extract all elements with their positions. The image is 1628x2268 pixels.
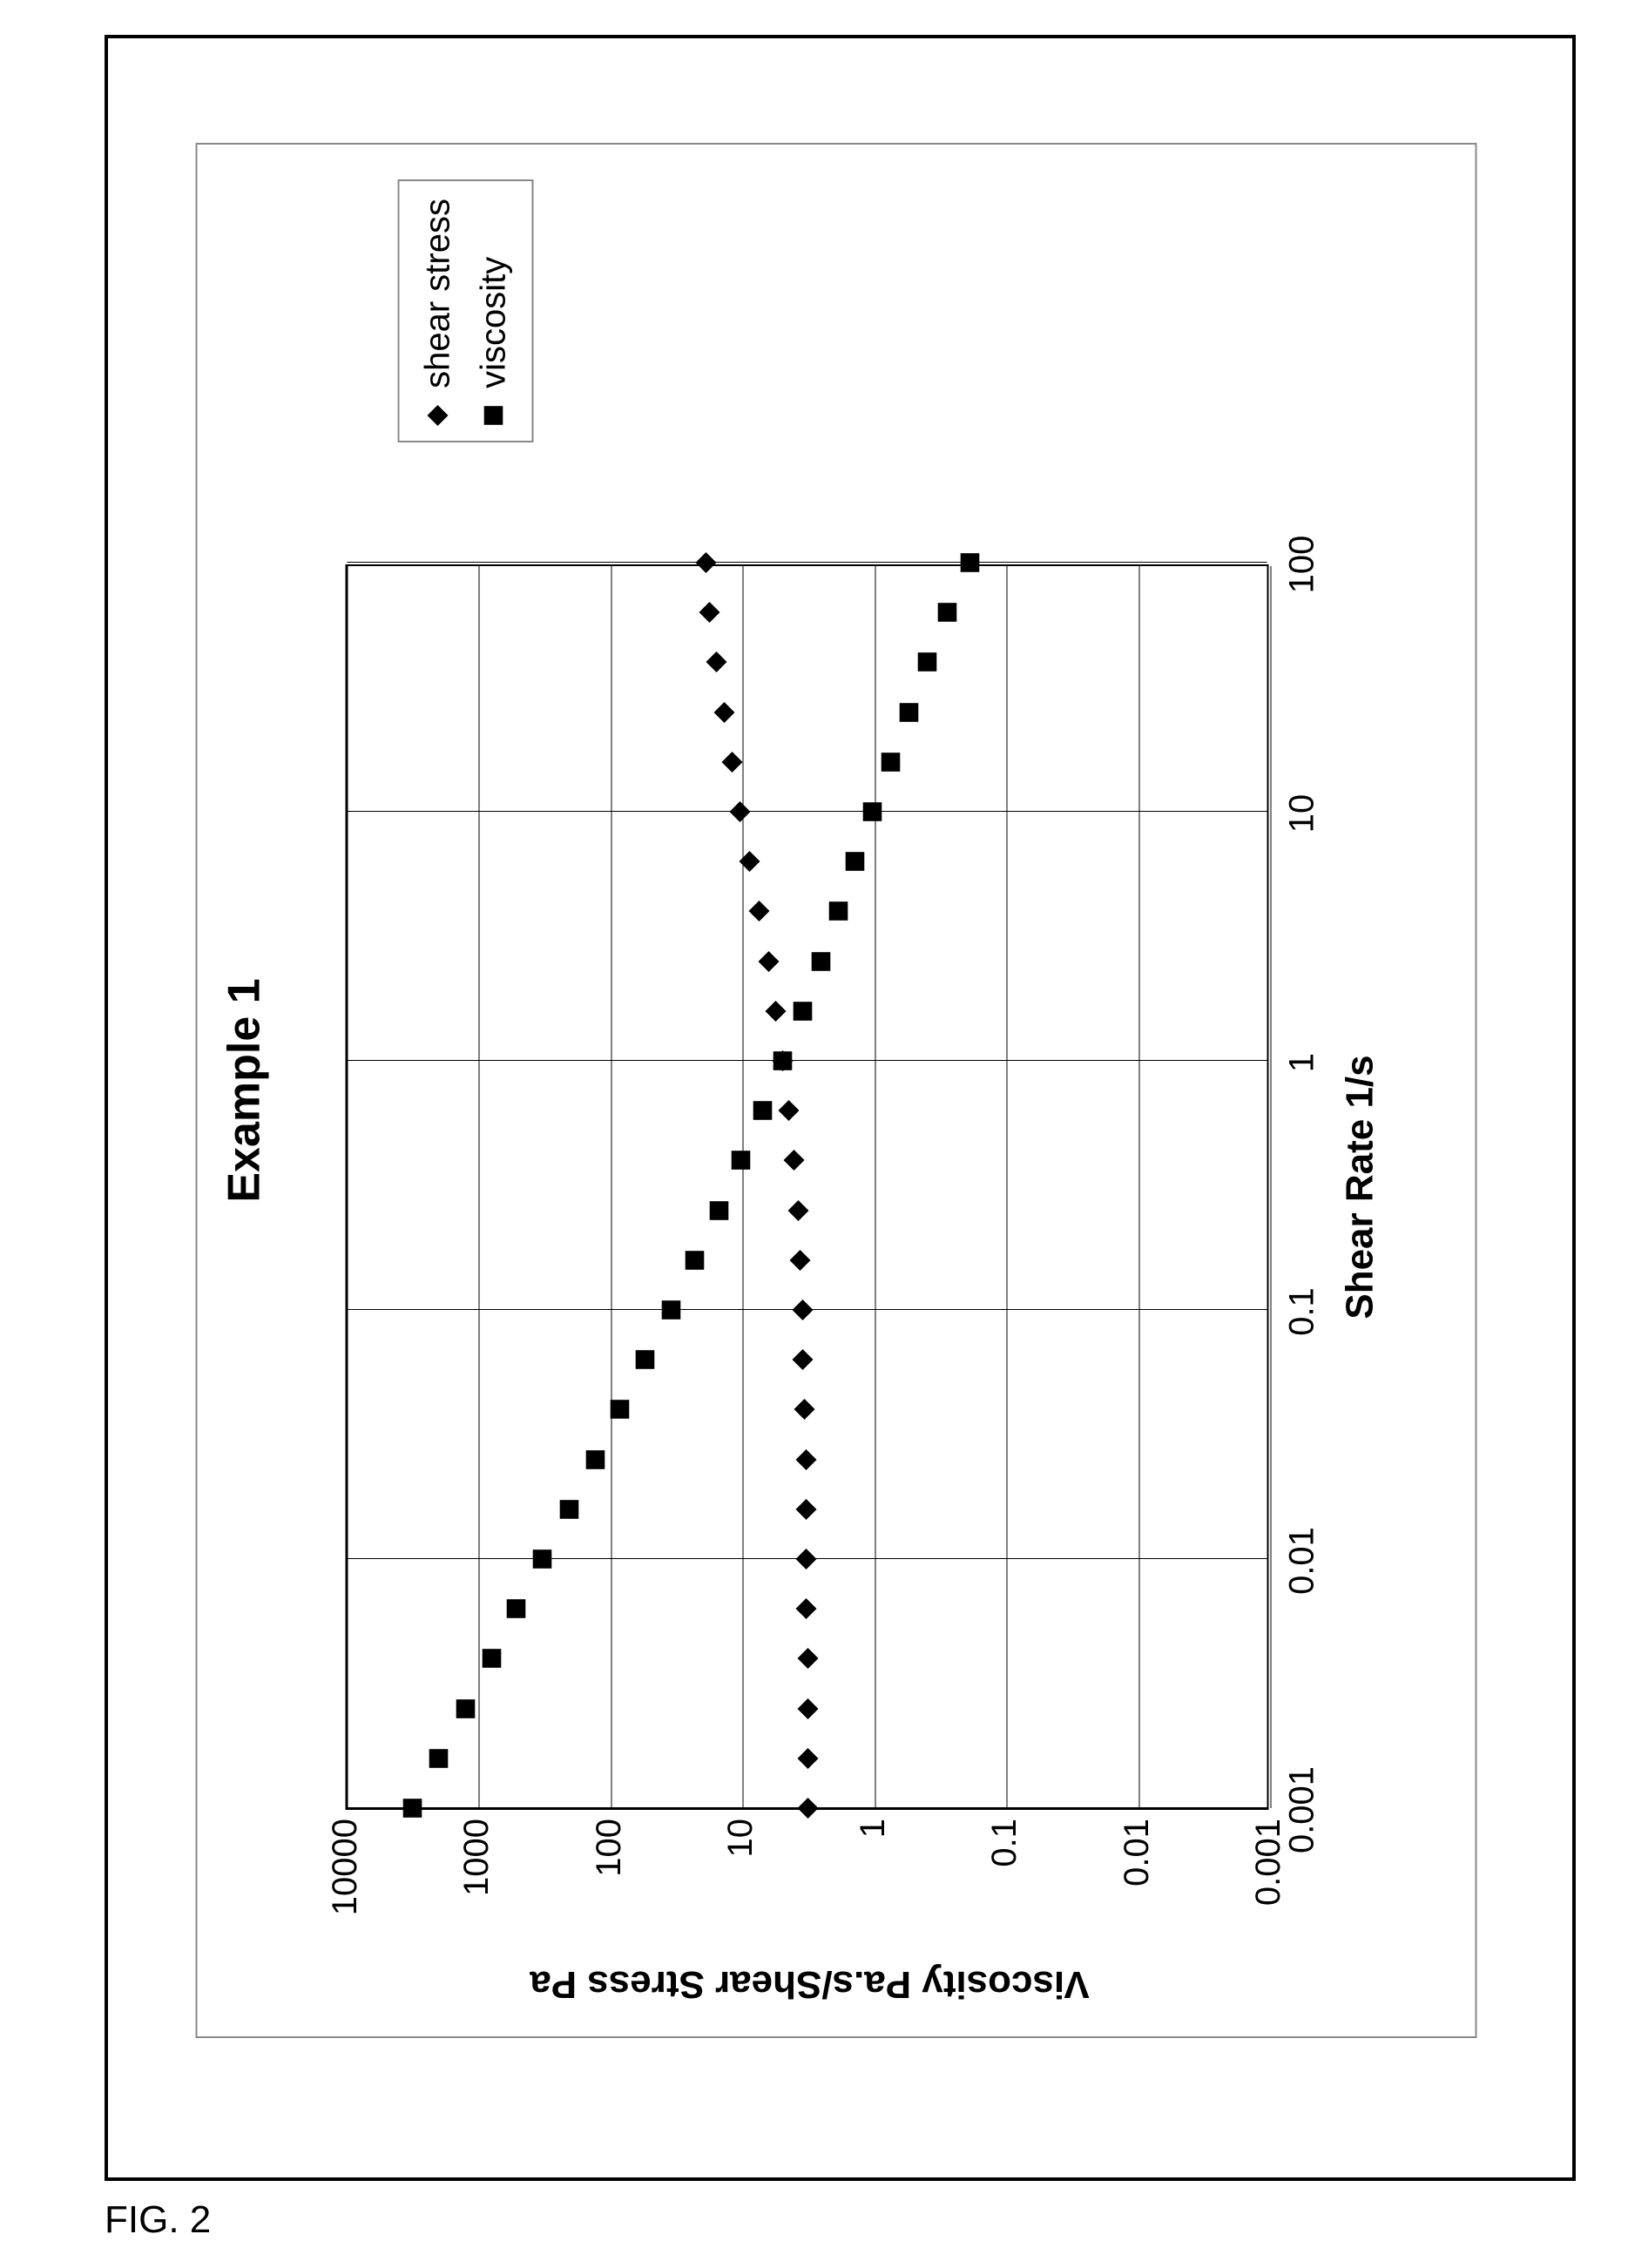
- data-point: [792, 1299, 813, 1320]
- data-point: [748, 901, 769, 921]
- gridline-h: [1138, 566, 1139, 1808]
- data-point: [772, 1050, 793, 1071]
- data-point: [936, 602, 957, 623]
- plot-area: [345, 564, 1268, 1810]
- legend-item: shear stress: [409, 199, 465, 427]
- data-point: [481, 1648, 502, 1669]
- data-point: [765, 1001, 786, 1022]
- data-point: [706, 651, 726, 672]
- data-point: [684, 1250, 705, 1271]
- data-point: [828, 901, 848, 921]
- data-point: [708, 1200, 729, 1221]
- data-point: [402, 1798, 422, 1819]
- data-point: [794, 1399, 814, 1420]
- data-point: [797, 1798, 818, 1819]
- x-tick-label: 100: [1282, 536, 1321, 594]
- data-point: [634, 1349, 655, 1370]
- gridline-h: [347, 566, 348, 1808]
- gridline-v: [347, 811, 1267, 812]
- x-axis-label: Shear Rate 1/s: [1338, 564, 1381, 1810]
- page: Example 1 Viscosity Pa.s/Shear Stress Pa…: [0, 0, 1628, 2268]
- x-tick-label: 0.001: [1282, 1766, 1321, 1853]
- y-axis-label: Viscosity Pa.s/Shear Stress Pa: [348, 1962, 1271, 2006]
- data-point: [787, 1200, 808, 1221]
- data-point: [713, 702, 734, 723]
- y-tick-label: 0.01: [1117, 1819, 1156, 1941]
- data-point: [660, 1299, 681, 1320]
- chart-title: Example 1: [218, 145, 270, 2036]
- data-point: [797, 1748, 818, 1769]
- y-tick-label: 0.1: [985, 1819, 1024, 1941]
- data-point: [792, 1001, 813, 1022]
- y-tick-label: 10: [721, 1819, 760, 1941]
- gridline-v: [347, 562, 1267, 563]
- data-point: [795, 1449, 816, 1470]
- x-tick-label: 0.1: [1282, 1287, 1321, 1336]
- y-tick-label: 100: [589, 1819, 628, 1941]
- data-point: [729, 801, 750, 822]
- x-tick-label: 10: [1282, 794, 1321, 834]
- data-point: [844, 851, 865, 872]
- gridline-h: [478, 566, 479, 1808]
- outer-frame: Example 1 Viscosity Pa.s/Shear Stress Pa…: [105, 35, 1576, 2181]
- data-point: [739, 851, 760, 872]
- data-point: [898, 702, 919, 723]
- data-point: [584, 1449, 605, 1470]
- y-tick-label: 1: [853, 1819, 892, 1941]
- x-tick-label: 0.01: [1282, 1527, 1321, 1595]
- data-point: [797, 1648, 818, 1669]
- diamond-icon: [426, 404, 449, 427]
- figure-caption: FIG. 2: [105, 2198, 211, 2242]
- data-point: [730, 1150, 751, 1171]
- gridline-h: [1270, 566, 1271, 1808]
- data-point: [505, 1598, 526, 1619]
- data-point: [699, 602, 719, 623]
- gridline-h: [1006, 566, 1007, 1808]
- data-point: [531, 1549, 552, 1569]
- data-point: [959, 552, 980, 573]
- data-point: [695, 552, 716, 573]
- legend-label: viscosity: [465, 257, 521, 388]
- data-point: [810, 951, 831, 972]
- data-point: [880, 752, 901, 773]
- data-point: [609, 1399, 630, 1420]
- legend-label: shear stress: [409, 199, 465, 388]
- legend-item: viscosity: [465, 199, 521, 427]
- data-point: [783, 1150, 804, 1171]
- data-point: [428, 1748, 449, 1769]
- data-point: [797, 1698, 818, 1719]
- data-point: [455, 1698, 476, 1719]
- legend: shear stressviscosity: [397, 179, 533, 442]
- data-point: [795, 1499, 816, 1520]
- data-point: [778, 1100, 799, 1121]
- data-point: [558, 1499, 579, 1520]
- y-tick-label: 10000: [326, 1819, 365, 1941]
- square-icon: [482, 404, 504, 427]
- chart-container-rotated: Example 1 Viscosity Pa.s/Shear Stress Pa…: [108, 38, 1572, 2177]
- data-point: [916, 651, 937, 672]
- data-point: [795, 1549, 816, 1569]
- gridline-v: [347, 1060, 1267, 1061]
- x-tick-label: 1: [1282, 1053, 1321, 1072]
- y-tick-label: 1000: [457, 1819, 497, 1941]
- data-point: [792, 1349, 813, 1370]
- data-point: [795, 1598, 816, 1619]
- data-point: [721, 752, 742, 773]
- data-point: [861, 801, 882, 822]
- data-point: [752, 1100, 773, 1121]
- data-point: [789, 1250, 810, 1271]
- chart-inner-frame: Example 1 Viscosity Pa.s/Shear Stress Pa…: [195, 143, 1476, 2038]
- data-point: [758, 951, 779, 972]
